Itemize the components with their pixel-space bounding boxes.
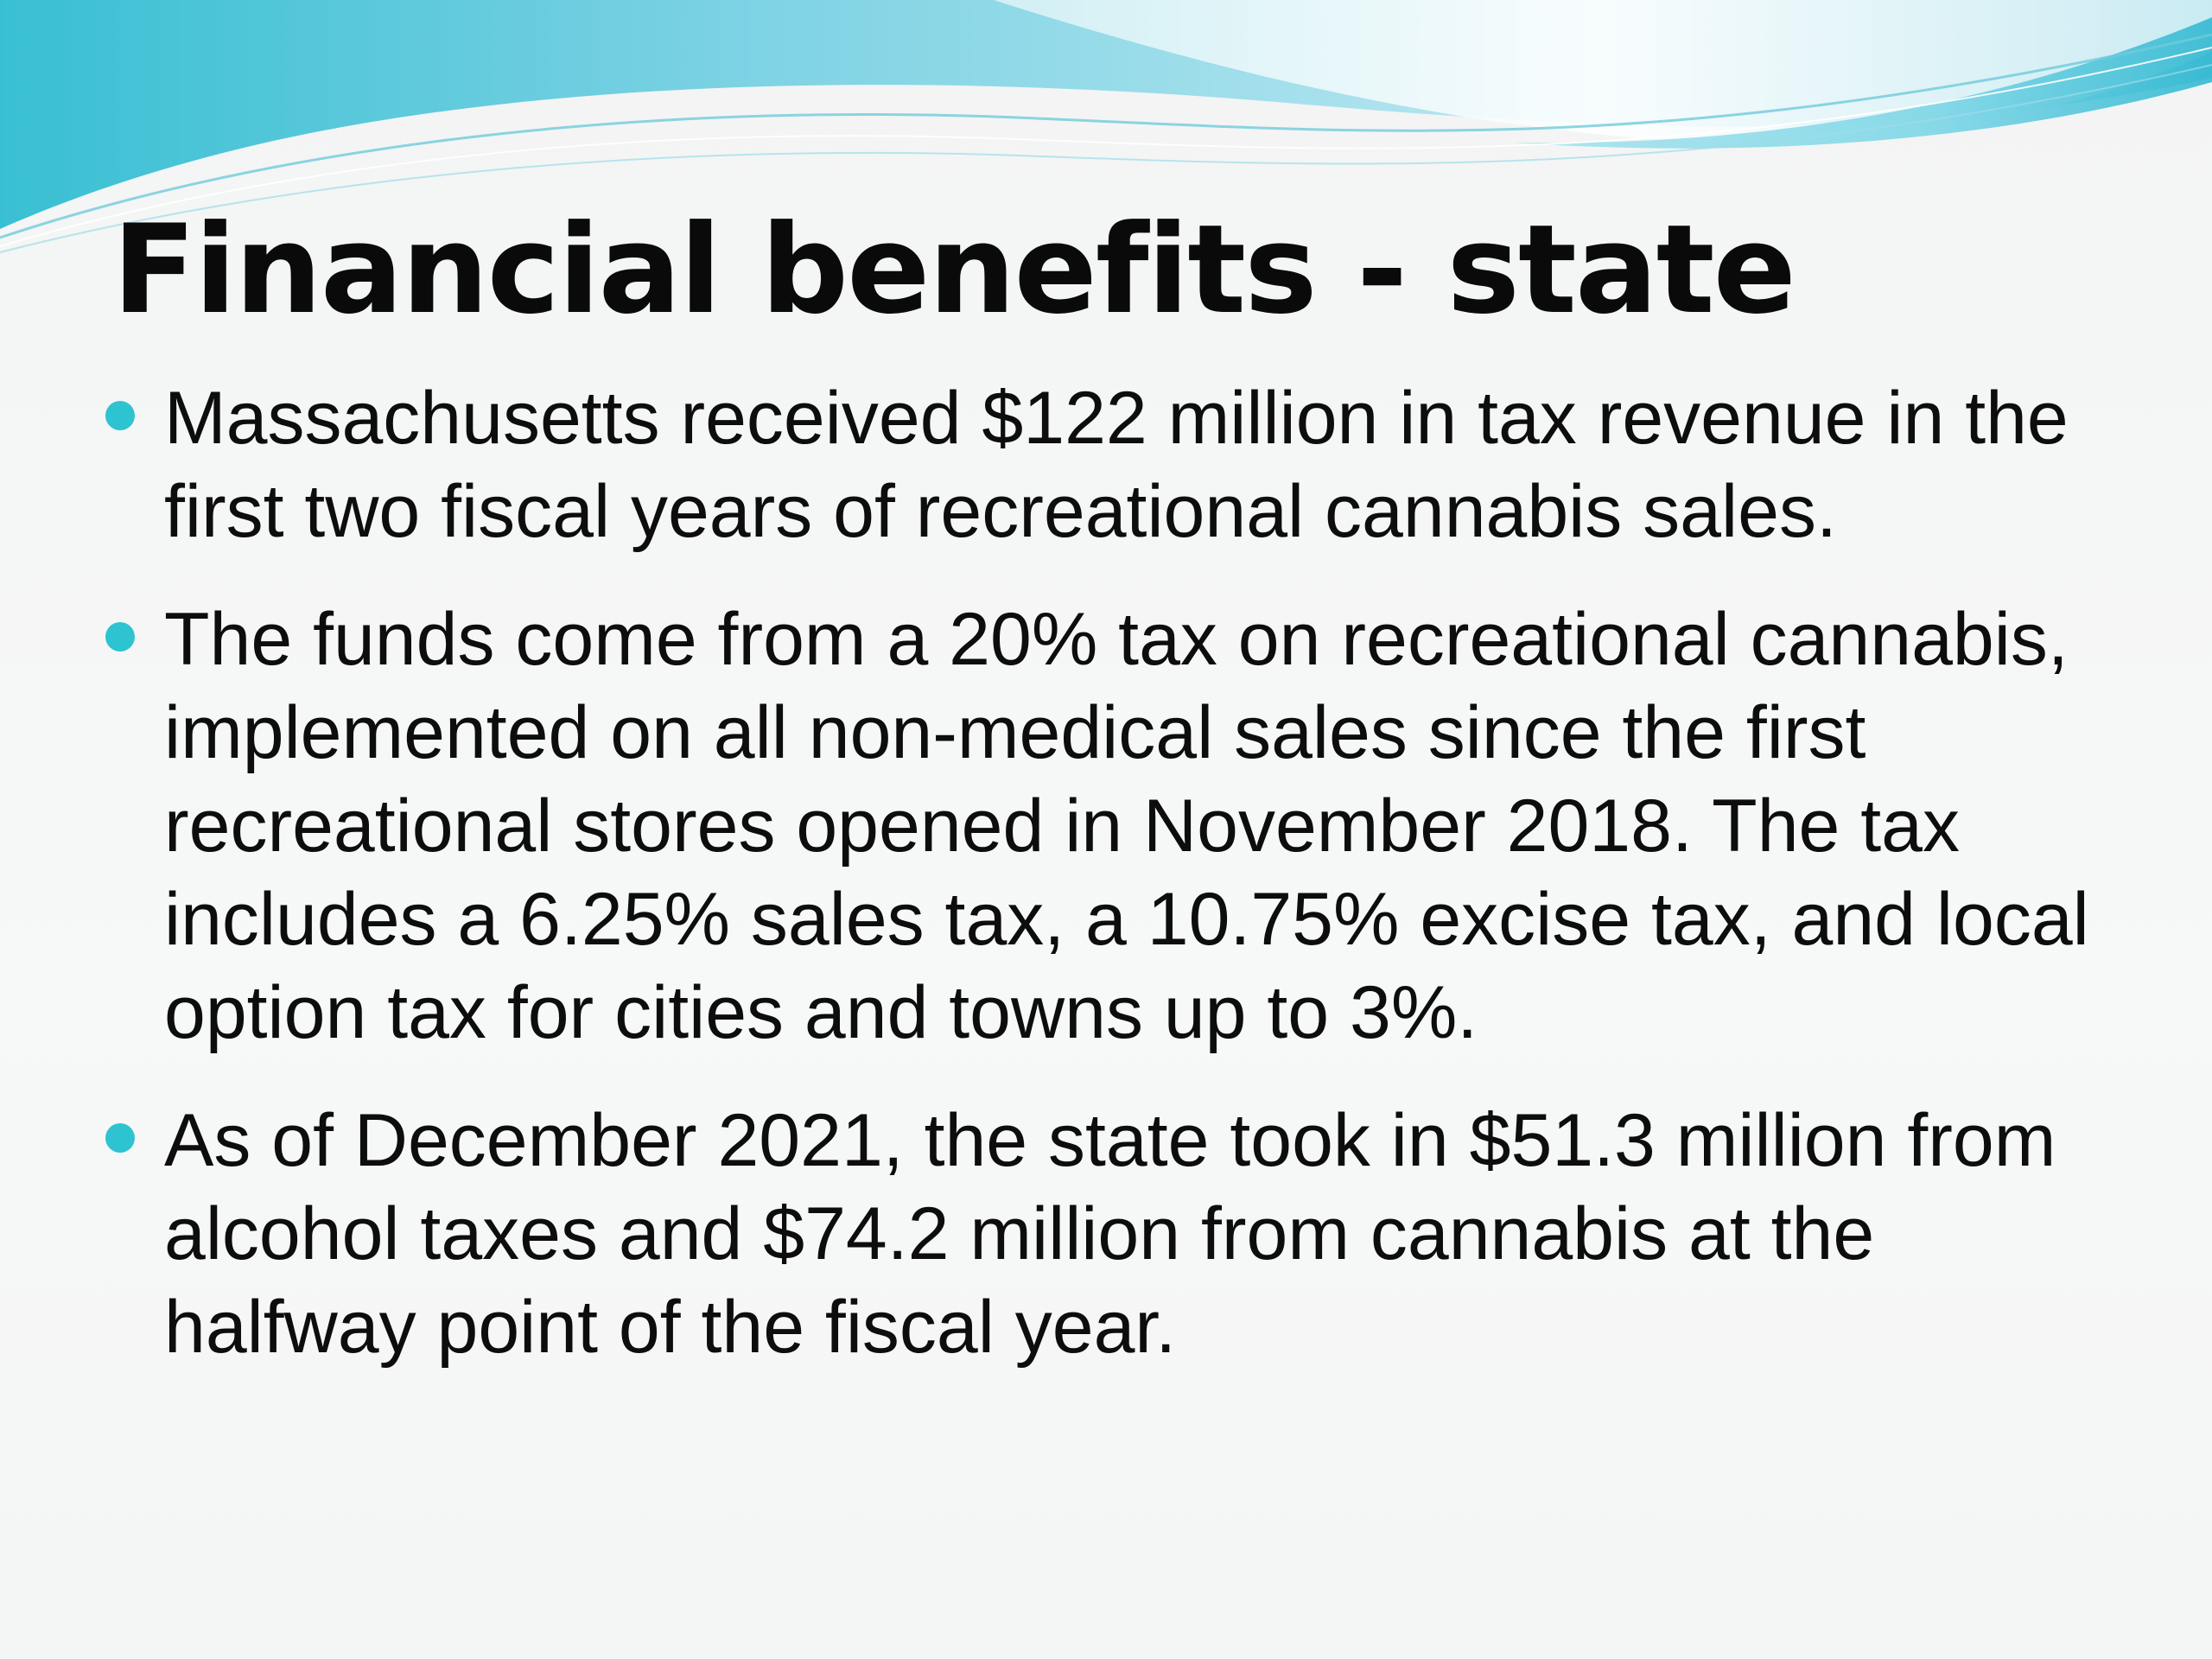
bullet-list: Massachusetts received $122 million in t… — [104, 372, 2126, 1408]
bullet-dot-icon — [105, 1123, 135, 1153]
bullet-item: The funds come from a 20% tax on recreat… — [104, 593, 2126, 1059]
slide-title: Financial benefits - state — [112, 199, 1796, 341]
bullet-item: Massachusetts received $122 million in t… — [104, 372, 2126, 558]
header-wave-decoration — [0, 0, 2212, 253]
bullet-dot-icon — [105, 401, 135, 430]
bullet-dot-icon — [105, 622, 135, 652]
bullet-item: As of December 2021, the state took in $… — [104, 1094, 2126, 1374]
bullet-text: Massachusetts received $122 million in t… — [164, 377, 2069, 553]
bullet-text: The funds come from a 20% tax on recreat… — [164, 598, 2089, 1054]
bullet-text: As of December 2021, the state took in $… — [164, 1099, 2056, 1369]
